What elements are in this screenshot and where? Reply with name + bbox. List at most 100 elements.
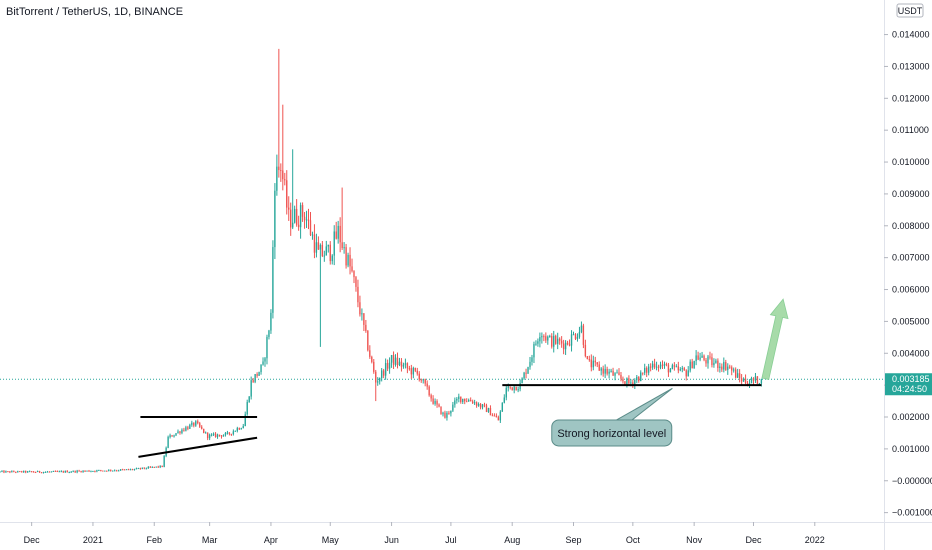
candle-body bbox=[588, 359, 591, 361]
candle-body bbox=[622, 378, 624, 382]
candle-body bbox=[216, 434, 219, 437]
candle-body bbox=[420, 379, 422, 381]
candle-body bbox=[62, 471, 64, 473]
candle-body bbox=[114, 470, 116, 472]
candle-body bbox=[218, 434, 221, 436]
candle-body bbox=[102, 470, 104, 472]
candle-body bbox=[270, 312, 272, 331]
candle-body bbox=[576, 336, 579, 339]
candle-body bbox=[361, 313, 363, 315]
callout-box[interactable] bbox=[551, 419, 673, 447]
candle-body bbox=[72, 470, 74, 472]
candle-body bbox=[335, 231, 337, 239]
candle-body bbox=[268, 330, 270, 337]
candle-body bbox=[153, 466, 155, 468]
candle-body bbox=[187, 427, 189, 429]
candle-body bbox=[721, 366, 723, 370]
ytick-label: 0.006000 bbox=[892, 285, 930, 295]
candle-body bbox=[121, 469, 124, 471]
ytick-label: 0.001000 bbox=[892, 444, 930, 454]
candle-body bbox=[628, 378, 630, 384]
candle-body bbox=[290, 209, 292, 228]
candle-body bbox=[143, 467, 146, 469]
ytick-label: 0.012000 bbox=[892, 93, 930, 103]
xtick-label: Aug bbox=[504, 535, 520, 545]
trend-line[interactable] bbox=[138, 436, 258, 458]
candle-body bbox=[539, 337, 541, 342]
candle-body bbox=[422, 379, 424, 381]
candle-body bbox=[604, 368, 606, 374]
candle-body bbox=[582, 325, 585, 345]
candle-body bbox=[598, 364, 600, 371]
candle-body bbox=[329, 244, 331, 262]
candle-body bbox=[507, 386, 509, 388]
candle-body bbox=[717, 360, 719, 368]
candle-body bbox=[691, 361, 693, 369]
candle-body bbox=[527, 367, 529, 374]
up-arrow[interactable] bbox=[761, 298, 789, 381]
time-axis[interactable]: Dec 2021 Feb Mar Apr May Jun Jul Aug Sep Oct Nov Dec… bbox=[24, 522, 825, 545]
candle-body bbox=[321, 244, 324, 256]
candle-body bbox=[244, 414, 246, 427]
candle-body bbox=[396, 357, 399, 366]
candle-body bbox=[723, 362, 725, 370]
candle-body bbox=[693, 361, 695, 369]
candle-body bbox=[586, 356, 589, 360]
candle-body bbox=[94, 471, 96, 473]
candle-body bbox=[440, 406, 442, 415]
candle-body bbox=[521, 378, 523, 384]
candle-body bbox=[26, 471, 29, 473]
candle-body bbox=[713, 362, 715, 366]
candle-body bbox=[731, 367, 733, 371]
candle-body bbox=[208, 434, 211, 439]
candle-body bbox=[408, 368, 411, 370]
candle-body bbox=[301, 205, 304, 217]
candle-body bbox=[108, 469, 110, 472]
candle-body bbox=[695, 355, 697, 362]
candle-body bbox=[117, 470, 120, 472]
candle-body bbox=[295, 208, 298, 225]
annotation-callout[interactable]: Strong horizontal level bbox=[551, 387, 673, 447]
candle-body bbox=[19, 471, 21, 473]
candle-body bbox=[426, 383, 428, 387]
candle-body bbox=[626, 378, 628, 385]
candle-body bbox=[7, 471, 9, 473]
candle-body bbox=[70, 471, 72, 473]
candle-body bbox=[398, 361, 401, 366]
xtick-label: May bbox=[322, 535, 340, 545]
candle-body bbox=[703, 355, 705, 360]
candle-body bbox=[90, 471, 92, 473]
candle-body bbox=[222, 435, 225, 437]
candle-body bbox=[416, 370, 418, 374]
candle-body bbox=[640, 372, 642, 382]
candle-body bbox=[80, 471, 82, 473]
xtick-label: Oct bbox=[626, 535, 641, 545]
currency-box bbox=[896, 3, 924, 18]
candle-body bbox=[612, 370, 614, 376]
candle-body bbox=[100, 470, 102, 472]
candle-body bbox=[274, 190, 276, 248]
candle-body bbox=[17, 471, 19, 473]
candle-body bbox=[175, 433, 177, 436]
xtick-label: Dec bbox=[24, 535, 41, 545]
candle-body bbox=[23, 470, 25, 473]
candle-body bbox=[52, 470, 55, 472]
xtick-label: 2022 bbox=[805, 535, 825, 545]
xtick-label: Feb bbox=[146, 535, 162, 545]
price-axis[interactable]: 0.014000 0.013000 0.012000 0.011000 0.010000… bbox=[884, 30, 932, 518]
candle-body bbox=[305, 219, 308, 221]
candle-body bbox=[642, 372, 644, 374]
callout-pointer bbox=[612, 387, 673, 422]
candle-body bbox=[197, 421, 199, 424]
candle-body bbox=[495, 415, 498, 418]
candle-body bbox=[3, 470, 5, 473]
candle-body bbox=[570, 334, 573, 346]
candle-body bbox=[624, 381, 626, 385]
candle-body bbox=[634, 380, 636, 385]
candle-body bbox=[96, 470, 98, 472]
candle-body bbox=[234, 430, 237, 432]
ytick-label: 0.004000 bbox=[892, 348, 930, 358]
candle-body bbox=[363, 313, 365, 325]
candle-body bbox=[406, 363, 409, 369]
